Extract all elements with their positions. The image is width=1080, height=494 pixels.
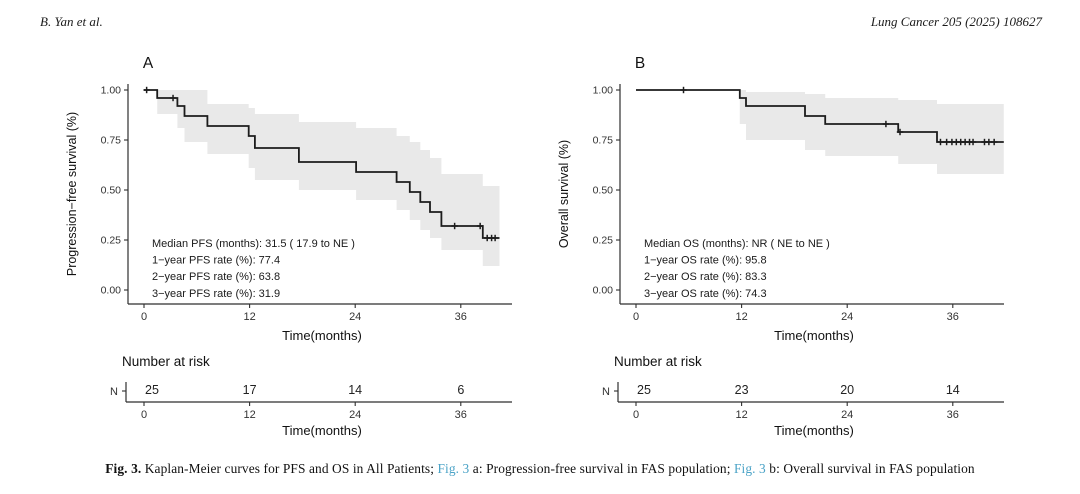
- risk-tick-label: 24: [841, 409, 853, 421]
- risk-count: 6: [457, 383, 464, 397]
- caption-text: Kaplan-Meier curves for PFS and OS in Al…: [144, 461, 438, 476]
- axis-tick-label: 36: [947, 311, 959, 323]
- censor-mark: [937, 138, 944, 146]
- censor-mark: [143, 86, 150, 94]
- axis-tick-label: 0.75: [593, 135, 614, 147]
- risk-row-label: N: [602, 386, 610, 398]
- header-authors: B. Yan et al.: [40, 14, 103, 29]
- censor-mark: [896, 128, 904, 136]
- stat-annotation-line: Median PFS (months): 31.5 ( 17.9 to NE ): [152, 238, 355, 250]
- risk-count: 25: [637, 383, 651, 397]
- censor-mark: [169, 94, 177, 102]
- risk-count: 14: [946, 383, 960, 397]
- stat-annotation-line: 2−year OS rate (%): 83.3: [644, 271, 767, 283]
- axis-tick-label: 0.00: [593, 285, 614, 297]
- stat-annotation-line: 1−year PFS rate (%): 77.4: [152, 255, 280, 267]
- axis-tick-label: 0.25: [593, 235, 614, 247]
- figure-caption: Fig. 3. Kaplan-Meier curves for PFS and …: [40, 461, 1040, 477]
- axis-tick-label: 0: [633, 311, 639, 323]
- risk-tick-label: 0: [141, 409, 147, 421]
- risk-tick-label: 36: [455, 409, 467, 421]
- risk-table-title: Number at risk: [614, 354, 702, 369]
- axis-tick-label: 1.00: [593, 85, 614, 97]
- censor-mark: [476, 222, 484, 230]
- km-panel-a: 0.00 0.25 0.50 0.75 1.00 0 12 24 36 Progression−f…: [65, 55, 512, 438]
- stat-annotation-line: 3−year PFS rate (%): 31.9: [152, 288, 280, 300]
- panel-label: B: [635, 55, 645, 72]
- risk-count: 23: [735, 383, 749, 397]
- stat-annotation-line: Median OS (months): NR ( NE to NE ): [644, 238, 830, 250]
- censor-mark: [451, 222, 458, 230]
- x-axis-label: Time(months): [774, 328, 854, 343]
- risk-tick-label: 12: [735, 409, 747, 421]
- risk-tick-label: 36: [947, 409, 959, 421]
- axis-tick-label: 0.50: [593, 185, 614, 197]
- caption-text: b: Overall survival in FAS population: [769, 461, 975, 476]
- censor-mark: [882, 120, 890, 128]
- risk-count: 14: [348, 383, 362, 397]
- axis-tick-label: 0.75: [101, 135, 122, 147]
- stat-annotation-line: 3−year OS rate (%): 74.3: [644, 288, 767, 300]
- axis-tick-label: 0: [141, 311, 147, 323]
- stat-annotation-line: 1−year OS rate (%): 95.8: [644, 255, 767, 267]
- risk-tick-label: 24: [349, 409, 361, 421]
- panel-label: A: [143, 55, 154, 72]
- y-axis-label: Progression−free survival (%): [65, 112, 79, 276]
- risk-tick-label: 12: [243, 409, 255, 421]
- km-curve: [144, 89, 500, 239]
- axis-tick-label: 24: [349, 311, 361, 323]
- caption-label: Fig. 3.: [105, 461, 142, 476]
- axis-tick-label: 36: [455, 311, 467, 323]
- y-axis-label: Overall survival (%): [557, 140, 571, 248]
- censor-mark: [491, 234, 499, 242]
- axis-tick-label: 12: [243, 311, 255, 323]
- censor-mark: [680, 86, 687, 94]
- km-panel-b: 0.00 0.25 0.50 0.75 1.00 0 12 24 36 Overall survi…: [557, 55, 1004, 438]
- confidence-band: [157, 90, 500, 266]
- caption-link-fig3b[interactable]: Fig. 3: [733, 461, 766, 476]
- axis-tick-label: 1.00: [101, 85, 122, 97]
- risk-count: 20: [840, 383, 854, 397]
- axis-tick-label: 12: [735, 311, 747, 323]
- header-journal: Lung Cancer 205 (2025) 108627: [870, 14, 1042, 29]
- axis-tick-label: 0.25: [101, 235, 122, 247]
- axis-tick-label: 24: [841, 311, 853, 323]
- risk-x-axis-label: Time(months): [282, 423, 362, 438]
- axis-tick-label: 0.00: [101, 285, 122, 297]
- km-curve: [636, 89, 1004, 143]
- caption-link-fig3a[interactable]: Fig. 3: [437, 461, 470, 476]
- risk-count: 25: [145, 383, 159, 397]
- confidence-band: [739, 90, 1004, 174]
- risk-table-title: Number at risk: [122, 354, 210, 369]
- caption-text: a: Progression-free survival in FAS popu…: [472, 461, 734, 476]
- risk-tick-label: 0: [633, 409, 639, 421]
- axis-tick-label: 0.50: [101, 185, 122, 197]
- x-axis-label: Time(months): [282, 328, 362, 343]
- risk-count: 17: [243, 383, 257, 397]
- stat-annotation-line: 2−year PFS rate (%): 63.8: [152, 271, 280, 283]
- censor-mark: [990, 138, 998, 146]
- risk-row-label: N: [110, 386, 118, 398]
- censor-mark: [969, 138, 977, 146]
- risk-x-axis-label: Time(months): [774, 423, 854, 438]
